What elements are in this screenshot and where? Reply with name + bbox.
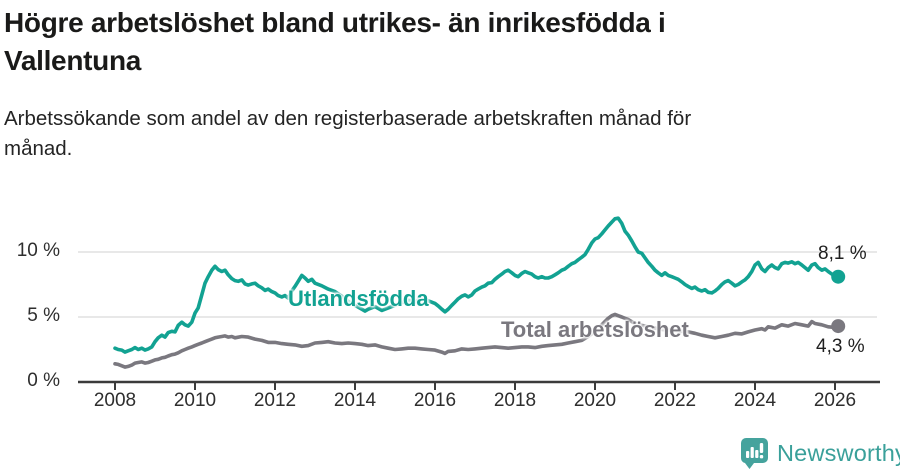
x-tick-label: 2008 bbox=[93, 390, 137, 411]
y-tick-label: 5 % bbox=[27, 305, 60, 326]
brand-name: Newsworthy bbox=[777, 440, 900, 466]
page-title: Högre arbetslöshet bland utrikes- än inr… bbox=[4, 7, 666, 77]
x-tick-label: 2026 bbox=[813, 390, 857, 411]
y-tick-label: 10 % bbox=[16, 240, 60, 261]
series-label-utlandsfodda: Utlandsfödda bbox=[288, 286, 429, 311]
series-label-total-arbetsloshet: Total arbetslöshet bbox=[501, 317, 689, 342]
x-tick-label: 2020 bbox=[573, 390, 617, 411]
x-tick-label: 2010 bbox=[173, 390, 217, 411]
x-tick-label: 2016 bbox=[413, 390, 457, 411]
x-tick-label: 2014 bbox=[333, 390, 377, 411]
newsworthy-logo-icon bbox=[739, 437, 770, 470]
x-tick-label: 2022 bbox=[653, 390, 697, 411]
chart-subtitle: Arbetssökande som andel av den registerb… bbox=[4, 107, 692, 161]
x-tick-label: 2018 bbox=[493, 390, 537, 411]
y-tick-label: 0 % bbox=[27, 370, 60, 391]
end-value-label-utlandsfodda: 8,1 % bbox=[818, 243, 867, 264]
end-value-label-total: 4,3 % bbox=[816, 336, 865, 357]
brand-footer: Newsworthy bbox=[739, 437, 900, 470]
x-tick-label: 2024 bbox=[733, 390, 777, 411]
x-tick-label: 2012 bbox=[253, 390, 297, 411]
